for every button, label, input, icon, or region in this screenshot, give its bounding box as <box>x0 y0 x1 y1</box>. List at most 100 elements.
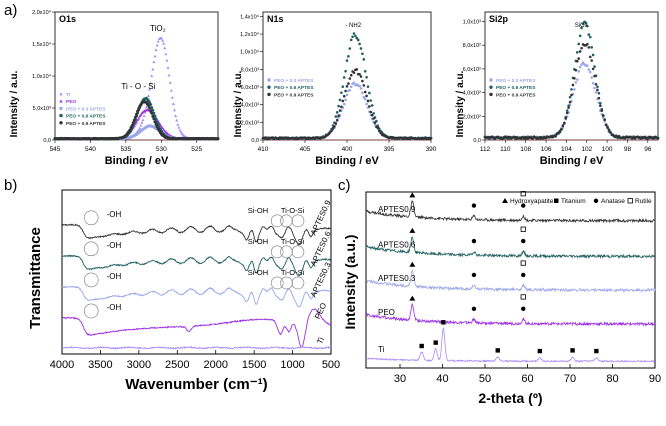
data-point <box>333 125 336 128</box>
data-point <box>175 118 179 122</box>
anatase-marker <box>471 203 477 208</box>
phase-markers <box>409 191 526 208</box>
hydroxyapatite-marker <box>409 261 416 267</box>
data-point <box>363 69 367 73</box>
data-point <box>373 123 377 126</box>
data-point <box>362 95 366 99</box>
x-tick-label: 2500 <box>165 359 189 371</box>
data-point <box>151 114 155 118</box>
annotation-circle <box>270 245 284 259</box>
x-tick-label: 395 <box>384 146 395 153</box>
data-point <box>354 34 357 38</box>
x-tick-label: 90 <box>649 373 661 385</box>
panel-label-b: b) <box>4 177 17 194</box>
data-point <box>150 74 154 78</box>
data-point <box>348 47 352 50</box>
x-tick-label: 50 <box>479 373 491 385</box>
data-point <box>216 137 220 141</box>
anatase-marker <box>521 306 526 311</box>
data-point <box>158 123 162 126</box>
annotation-tio2: TiO₂ <box>150 24 166 33</box>
data-point <box>337 104 340 108</box>
data-point <box>138 126 142 130</box>
xps-panel-n1s: N1s 410 405 400 395 390 0,0 2,0x10³ 4,0x10³ 6,0x1… <box>233 11 437 167</box>
titanium-marker <box>537 348 543 354</box>
y-tick-label: 2,0x10² <box>463 114 482 120</box>
data-point <box>565 111 569 115</box>
data-point <box>361 52 364 56</box>
rutile-marker <box>520 226 526 232</box>
phase-markers <box>409 260 526 278</box>
legend-label: PEO <box>66 99 76 105</box>
legend-marker <box>267 78 271 82</box>
annotation-circle <box>291 214 305 228</box>
rutile-marker <box>520 191 526 197</box>
panel-label-c: c) <box>338 177 351 194</box>
y-tick-label: 2,0x10³ <box>241 120 260 126</box>
data-point <box>352 81 356 85</box>
x-tick-label: 2000 <box>203 359 227 371</box>
xrd-line <box>365 200 656 224</box>
series-label: APTES0.9 <box>309 198 333 236</box>
x-tick-label: 405 <box>300 146 311 153</box>
data-point <box>345 59 349 62</box>
series-label: APTES0.3 <box>378 274 416 283</box>
y-tick-label: 6,0x10³ <box>241 85 260 91</box>
legend: Hydroxyapatite Titanium Anatase Rutile <box>502 198 652 205</box>
xrd-line <box>365 270 656 293</box>
data-point <box>373 121 377 124</box>
data-point <box>372 112 375 115</box>
titanium-marker <box>419 343 424 349</box>
data-point <box>152 60 156 64</box>
legend-label: PEO + 0.9 APTES <box>66 121 106 127</box>
data-point <box>352 71 356 74</box>
ftir-line <box>61 285 332 308</box>
xps-panel-o1s: O1s 545 540 535 530 525 0,0 5,0x10³ 1,0x10⁴ 1,5x1… <box>9 9 220 167</box>
data-point <box>174 114 178 117</box>
legend-marker <box>489 92 493 97</box>
x-tick-label: 400 <box>342 146 353 153</box>
anatase-marker <box>471 306 477 311</box>
annotation-circle <box>83 241 99 257</box>
data-point <box>170 96 174 99</box>
xps-title: Si2p <box>489 14 509 24</box>
data-point <box>137 116 141 120</box>
legend-marker <box>267 92 271 97</box>
data-point <box>150 111 154 115</box>
xps-title: O1s <box>59 14 76 24</box>
data-point <box>132 118 136 122</box>
x-tick-label: 40 <box>436 373 448 385</box>
data-point <box>337 114 340 118</box>
data-point <box>154 48 158 52</box>
data-point <box>166 66 170 69</box>
x-tick-label: 540 <box>85 146 96 153</box>
data-point <box>368 105 371 108</box>
x-tick-label: 100 <box>602 146 613 153</box>
data-point <box>362 84 366 87</box>
data-point <box>365 102 368 106</box>
xrd-line <box>365 326 656 363</box>
anatase-marker <box>521 238 526 244</box>
data-point <box>588 55 592 59</box>
phase-markers <box>419 320 599 354</box>
data-point <box>142 114 146 117</box>
data-point <box>135 120 138 124</box>
data-point <box>330 129 333 132</box>
data-point <box>139 123 143 127</box>
data-point <box>340 91 343 94</box>
data-point <box>564 116 568 120</box>
annotation-circle <box>83 210 99 226</box>
data-point <box>342 94 346 98</box>
data-point <box>603 118 606 122</box>
data-point <box>561 124 565 128</box>
annotation-label: Si-OH <box>248 268 268 277</box>
anatase-marker <box>521 272 526 278</box>
legend-label: PEO + 0.9 APTES <box>274 92 314 98</box>
annotation-circle <box>280 214 293 228</box>
series-label: Ti <box>315 336 326 346</box>
data-point <box>590 46 593 49</box>
data-point <box>150 106 154 110</box>
anatase-marker <box>471 238 477 244</box>
anatase-marker <box>471 272 477 278</box>
